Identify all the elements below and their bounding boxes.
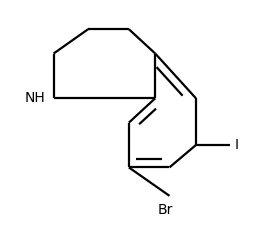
Text: I: I <box>235 138 239 152</box>
Text: Br: Br <box>158 203 173 217</box>
Text: NH: NH <box>25 91 46 105</box>
